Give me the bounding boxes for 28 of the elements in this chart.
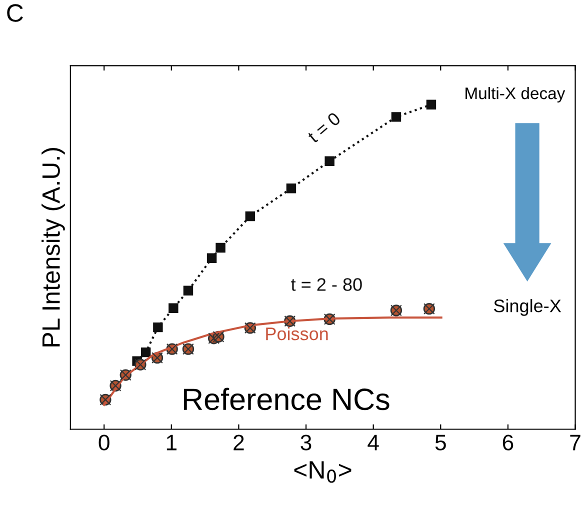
series-label: Poisson bbox=[266, 327, 328, 340]
point bbox=[391, 112, 402, 122]
point bbox=[168, 303, 178, 314]
x-tick-label: 4 bbox=[368, 434, 379, 450]
x-tick-label: 1 bbox=[166, 434, 176, 450]
point bbox=[324, 156, 334, 166]
point bbox=[153, 322, 163, 332]
series-label: t = 2 - 80 bbox=[291, 278, 362, 291]
annotation: Reference NCs bbox=[184, 388, 390, 410]
x-tick-label: 2 bbox=[234, 434, 244, 450]
x-tick-label: 5 bbox=[435, 434, 446, 450]
point bbox=[426, 100, 436, 110]
x-axis-title: <N$_{0}$> bbox=[294, 461, 352, 483]
point bbox=[140, 347, 151, 358]
point bbox=[206, 253, 217, 264]
point bbox=[216, 242, 226, 253]
x-tick-label: 3 bbox=[300, 434, 312, 450]
x-tick-label: 6 bbox=[502, 434, 514, 450]
text: t = 0 bbox=[306, 112, 342, 144]
x-tick-label: 0 bbox=[98, 434, 110, 450]
text: C bbox=[7, 4, 23, 22]
x-tick-label: 7 bbox=[570, 434, 580, 450]
text: Multi-X decay bbox=[466, 86, 566, 103]
point bbox=[183, 286, 194, 296]
annotation: Single-X bbox=[494, 299, 562, 316]
point bbox=[245, 211, 256, 222]
y-axis-title: PL Intensity (A.U.) bbox=[42, 148, 65, 346]
point bbox=[286, 184, 296, 194]
